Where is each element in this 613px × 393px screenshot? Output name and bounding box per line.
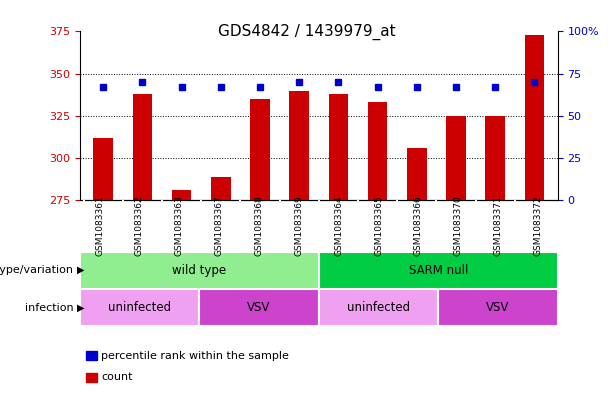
Bar [446, 116, 466, 200]
Text: GSM1083361: GSM1083361 [95, 196, 104, 256]
Bar [407, 148, 427, 200]
Text: uninfected: uninfected [347, 301, 410, 314]
FancyBboxPatch shape [199, 289, 319, 326]
Text: genotype/variation: genotype/variation [0, 265, 74, 275]
Text: GSM1083371: GSM1083371 [493, 196, 503, 256]
Text: ▶: ▶ [77, 265, 84, 275]
FancyBboxPatch shape [80, 252, 319, 289]
Text: GSM1083368: GSM1083368 [254, 196, 264, 256]
Text: percentile rank within the sample: percentile rank within the sample [101, 351, 289, 361]
Text: infection: infection [25, 303, 74, 312]
Bar [485, 116, 505, 200]
Bar [525, 35, 544, 200]
Bar [132, 94, 152, 200]
FancyBboxPatch shape [319, 252, 558, 289]
Text: GSM1083365: GSM1083365 [374, 196, 383, 256]
Text: VSV: VSV [247, 301, 271, 314]
Text: GSM1083363: GSM1083363 [175, 196, 184, 256]
Bar [368, 103, 387, 200]
Text: GSM1083370: GSM1083370 [454, 196, 463, 256]
Text: count: count [101, 372, 132, 382]
Bar [289, 90, 309, 200]
Text: GSM1083366: GSM1083366 [414, 196, 423, 256]
Bar [329, 94, 348, 200]
Bar [211, 177, 230, 200]
Text: wild type: wild type [172, 264, 226, 277]
Text: VSV: VSV [486, 301, 510, 314]
Bar [250, 99, 270, 200]
Text: GDS4842 / 1439979_at: GDS4842 / 1439979_at [218, 24, 395, 40]
Text: GSM1083367: GSM1083367 [215, 196, 224, 256]
FancyBboxPatch shape [319, 289, 438, 326]
FancyBboxPatch shape [80, 289, 199, 326]
Text: GSM1083372: GSM1083372 [533, 196, 543, 256]
Text: SARM null: SARM null [409, 264, 468, 277]
Text: GSM1083364: GSM1083364 [334, 196, 343, 256]
Text: GSM1083369: GSM1083369 [294, 196, 303, 256]
Bar [172, 190, 191, 200]
FancyBboxPatch shape [438, 289, 558, 326]
Text: GSM1083362: GSM1083362 [135, 196, 144, 256]
Text: ▶: ▶ [77, 303, 84, 312]
Text: uninfected: uninfected [108, 301, 171, 314]
Bar [93, 138, 113, 200]
